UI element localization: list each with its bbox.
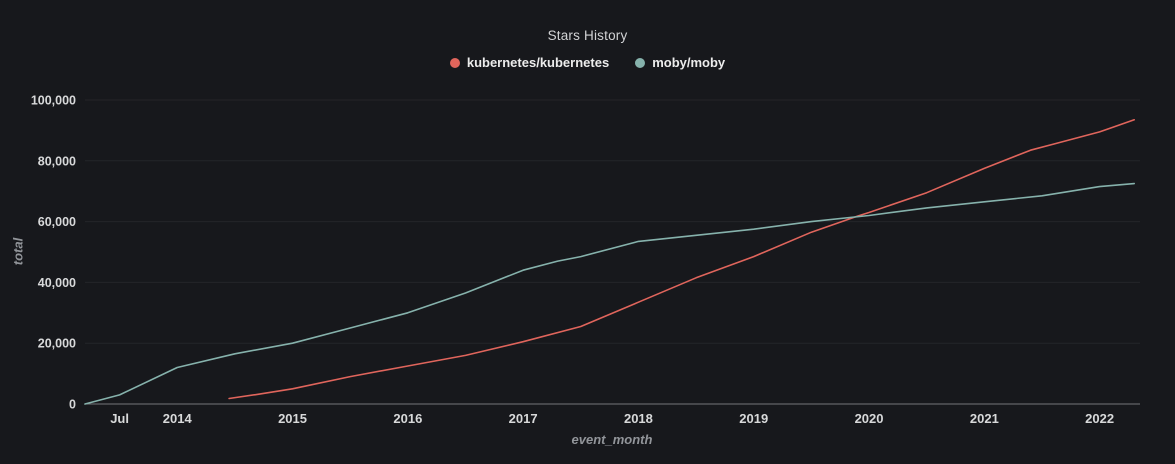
series-line-kubernetes: [228, 119, 1135, 400]
x-tick-label: 2014: [163, 411, 193, 426]
chart-title: Stars History: [547, 28, 628, 43]
x-tick-label: 2015: [278, 411, 307, 426]
y-tick-label: 0: [69, 398, 76, 412]
y-tick-label: 80,000: [38, 154, 76, 168]
x-tick-label: 2022: [1085, 411, 1114, 426]
x-axis-title: event_month: [571, 432, 653, 447]
x-tick-label: Jul: [110, 411, 129, 426]
legend-dot-moby: [635, 57, 646, 68]
legend-item-moby[interactable]: moby/moby: [635, 55, 725, 70]
legend-dot-kubernetes: [449, 57, 460, 68]
legend-label: kubernetes/kubernetes: [466, 55, 610, 70]
y-axis-title: total: [10, 237, 26, 266]
series-line-moby: [84, 182, 1135, 405]
x-tick-label: 2019: [739, 411, 768, 426]
legend: kubernetes/kubernetes moby/moby: [0, 55, 1175, 70]
y-tick-label: 40,000: [38, 276, 76, 290]
x-tick-label: 2018: [624, 411, 653, 426]
y-tick-label: 100,000: [31, 94, 76, 108]
x-tick-label: 2020: [855, 411, 884, 426]
legend-label: moby/moby: [652, 55, 726, 70]
x-tick-label: 2016: [393, 411, 422, 426]
x-tick-label: 2017: [509, 411, 538, 426]
legend-item-kubernetes[interactable]: kubernetes/kubernetes: [449, 55, 610, 70]
x-tick-label: 2021: [970, 411, 999, 426]
y-tick-label: 20,000: [38, 337, 76, 351]
y-tick-label: 60,000: [38, 215, 76, 229]
